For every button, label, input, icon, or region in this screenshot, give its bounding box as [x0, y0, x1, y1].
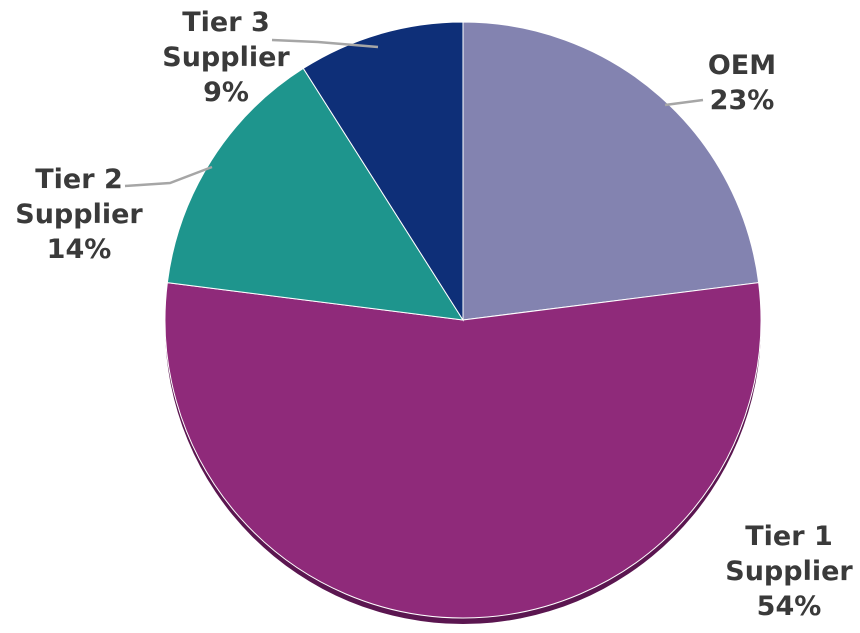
leader-line-oem [664, 98, 704, 107]
pie-slice-tier-3-supplier [302, 21, 464, 322]
data-label-tier-1-supplier: Tier 1 Supplier 54% [725, 521, 853, 622]
pie-slices [164, 21, 762, 619]
data-label-tier-3-supplier: Tier 3 Supplier 9% [162, 7, 290, 108]
leader-line-tier-2-supplier [124, 165, 213, 188]
pie-slice-tier-1-supplier [164, 282, 762, 619]
leader-line-tier-3-supplier [271, 38, 379, 49]
pie-slice-oem [462, 21, 760, 321]
pie-slice-tier-2-supplier [166, 67, 464, 321]
data-labels: OEM 23% Tier 1 Supplier 54% Tier 2 Supplier 14%… [15, 7, 853, 622]
data-label-tier-2-supplier: Tier 2 Supplier 14% [15, 164, 143, 265]
data-label-oem: OEM 23% [708, 50, 776, 116]
leader-lines [124, 38, 704, 188]
